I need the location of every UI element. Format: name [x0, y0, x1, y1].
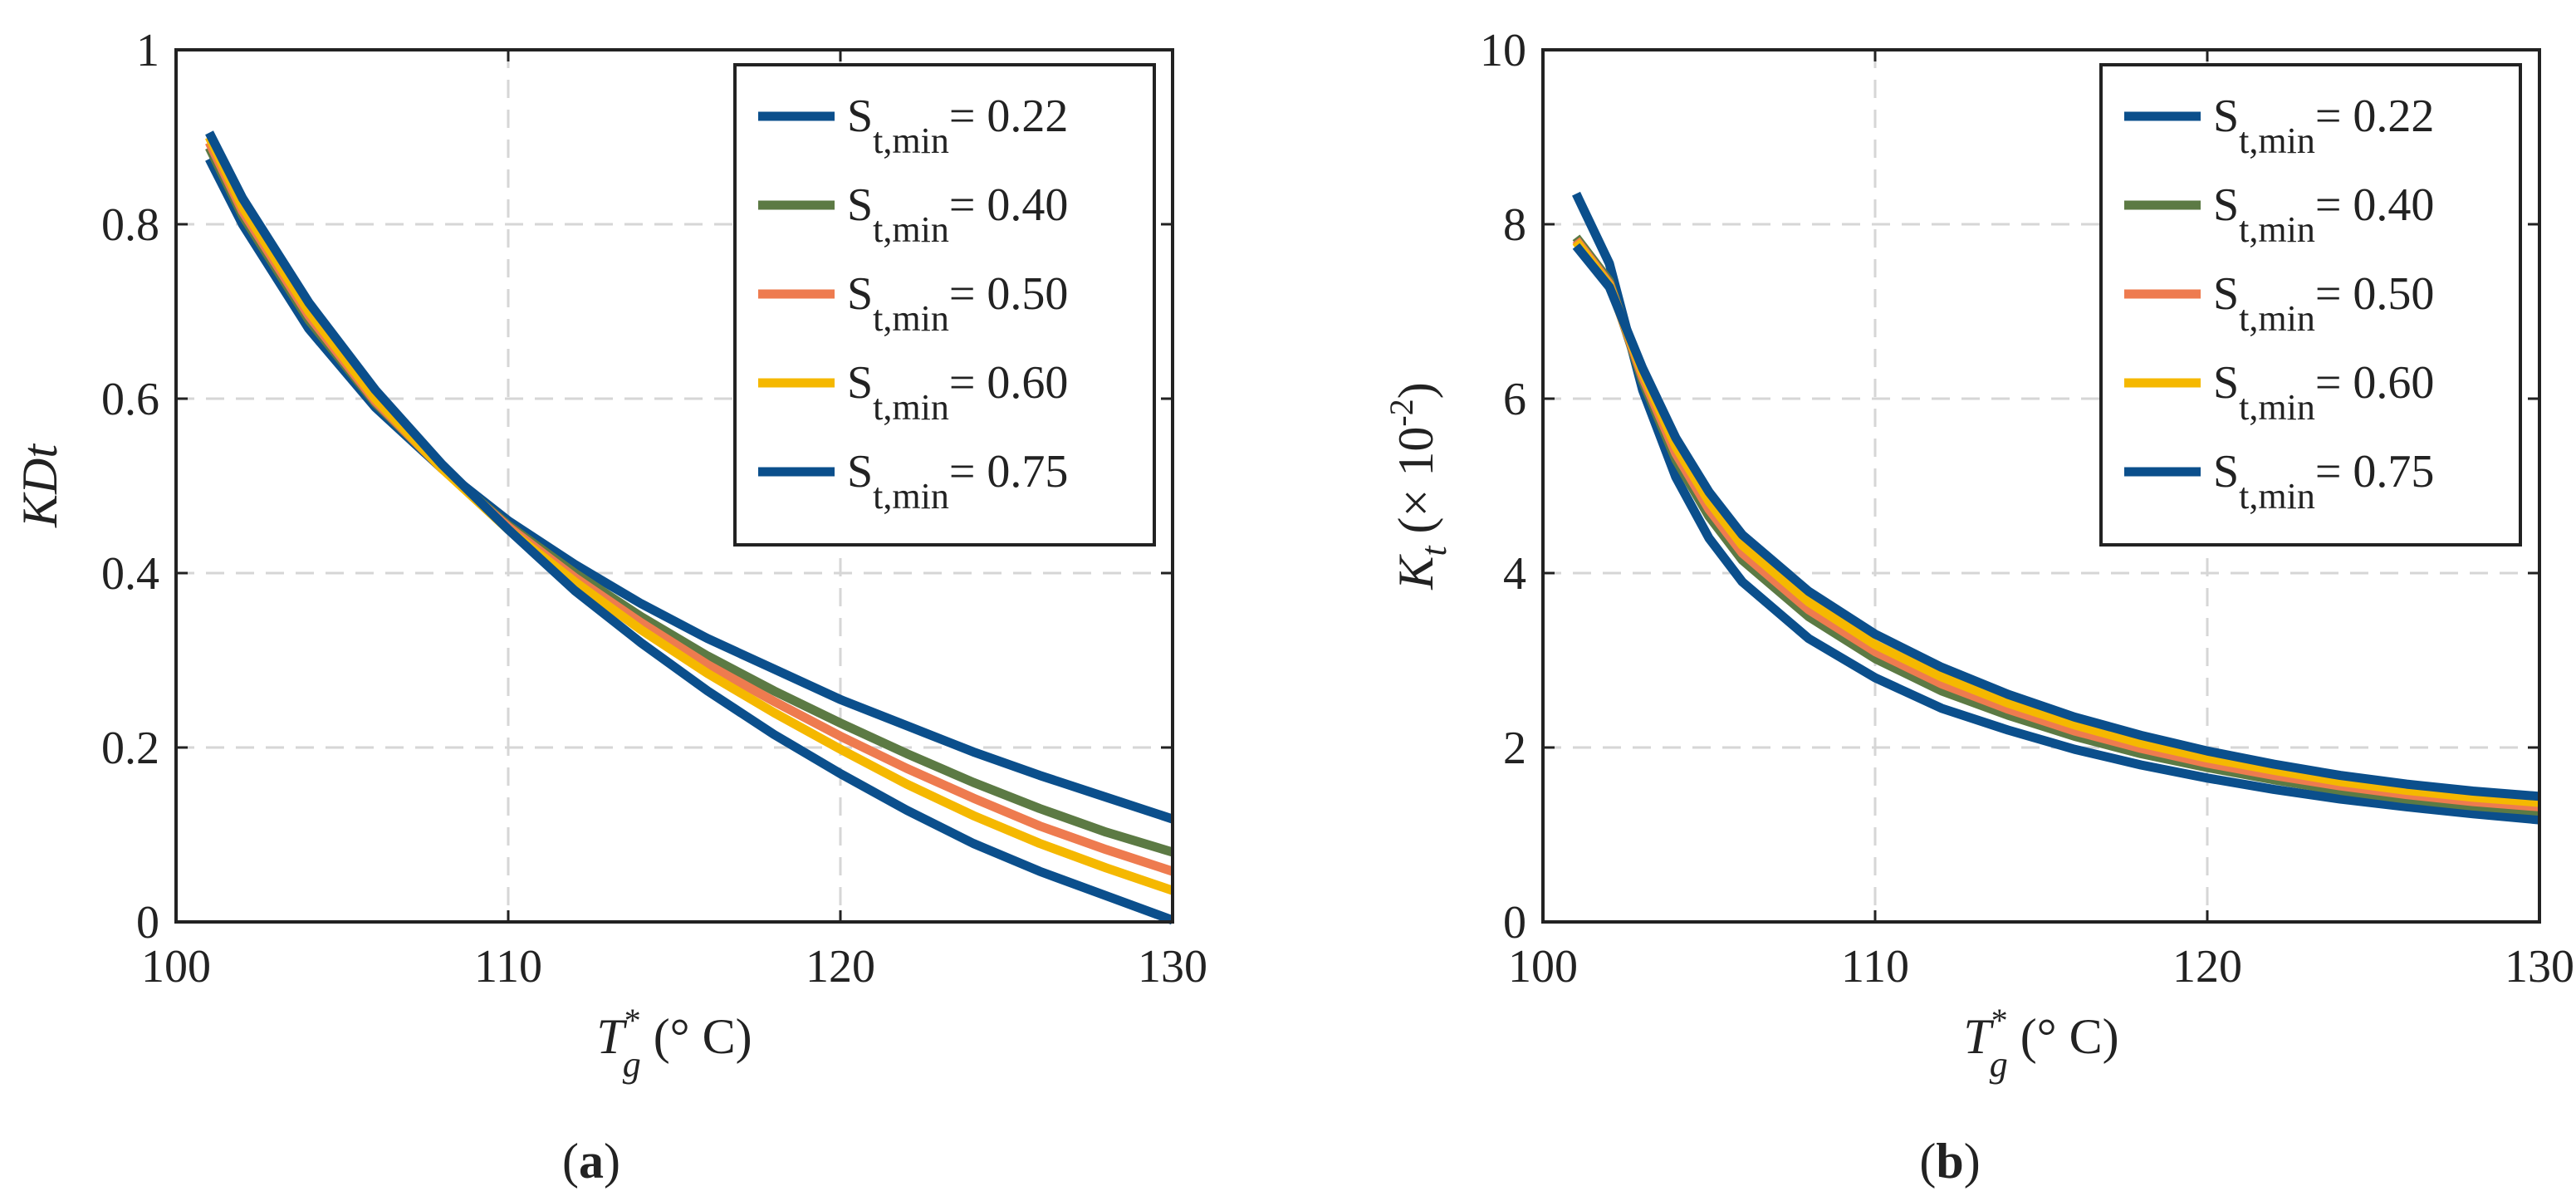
- y-tick-label: 8: [1503, 199, 1526, 251]
- x-tick-label: 100: [141, 941, 211, 993]
- legend-entry-label: St,min= 0.40: [2213, 179, 2434, 250]
- panel-b-legend: St,min= 0.22 St,min= 0.40 St,min= 0.50 St,m…: [2099, 63, 2522, 547]
- panel-b-axes-box: [1541, 48, 2541, 924]
- legend-entry-label: St,min= 0.40: [847, 179, 1068, 250]
- x-tick-label: 110: [1841, 941, 1909, 993]
- legend-entry-label: St,min= 0.22: [847, 91, 1068, 161]
- panel-a-ticks: [174, 48, 1174, 924]
- legend-entry-label: St,min= 0.22: [2213, 91, 2434, 161]
- panel-b-y-tick-labels: 0 2 4 6 8 10: [1480, 25, 1526, 948]
- panel-b-legend-box: [2099, 63, 2522, 547]
- x-tick-label: 110: [474, 941, 542, 993]
- series-line-5: [205, 130, 1174, 925]
- legend-entry-label: St,min= 0.50: [847, 268, 1068, 339]
- y-tick-label: 0.2: [101, 723, 159, 774]
- y-tick-label: 4: [1503, 548, 1526, 600]
- panel-a-series: [205, 130, 1174, 925]
- legend-entry-label: St,min= 0.50: [2213, 268, 2434, 339]
- y-tick-label: 0.6: [101, 374, 159, 425]
- x-tick-label: 130: [2505, 941, 2574, 993]
- panel-b-label: (b): [1919, 1134, 1980, 1189]
- panel-a-x-axis-label: T* g (° C): [596, 1002, 752, 1085]
- y-tick-label: 10: [1480, 25, 1526, 76]
- panel-b: 100 110 120 130 0 2 4 6 8 10 Kt (× 10-2) T* g (° …: [1383, 25, 2574, 1189]
- y-tick-label: 6: [1503, 374, 1526, 425]
- series-line-5: [1572, 243, 2540, 801]
- panel-a-y-axis-label: KDt: [12, 444, 67, 528]
- panel-b-x-tick-labels: 100 110 120 130: [1508, 941, 2574, 993]
- panel-b-y-axis-label: Kt (× 10-2): [1383, 382, 1454, 590]
- panel-a-legend-box: [733, 63, 1156, 547]
- panel-a-axes-box: [174, 48, 1174, 924]
- panel-a-legend: St,min= 0.22 St,min= 0.40 St,min= 0.50 St,m…: [733, 63, 1156, 547]
- legend-entry-label: St,min= 0.60: [2213, 357, 2434, 428]
- x-tick-label: 120: [806, 941, 875, 993]
- x-tick-label: 130: [1138, 941, 1207, 993]
- y-tick-label: 0.4: [101, 548, 159, 600]
- y-tick-label: 2: [1503, 723, 1526, 774]
- panel-a-label: (a): [562, 1134, 620, 1189]
- panel-a-y-tick-labels: 0 0.2 0.4 0.6 0.8 1: [101, 25, 159, 948]
- legend-entry-label: St,min= 0.75: [2213, 446, 2434, 517]
- y-tick-label: 0: [136, 897, 159, 948]
- panel-b-ticks: [1541, 48, 2541, 924]
- panel-a-x-tick-labels: 100 110 120 130: [141, 941, 1207, 993]
- series-line-1: [1572, 191, 2540, 825]
- series-line-4: [205, 135, 1174, 895]
- legend-entry-label: St,min= 0.60: [847, 357, 1068, 428]
- panel-b-series: [1572, 191, 2540, 825]
- y-tick-label: 0: [1503, 897, 1526, 948]
- y-tick-label: 1: [136, 25, 159, 76]
- panel-b-x-axis-label: T* g (° C): [1963, 1002, 2118, 1085]
- x-tick-label: 100: [1508, 941, 1578, 993]
- y-tick-label: 0.8: [101, 199, 159, 251]
- panel-a: 100 110 120 130 0 0.2 0.4 0.6 0.8 1 KDt T* g (° C…: [12, 25, 1207, 1189]
- x-tick-label: 120: [2172, 941, 2242, 993]
- legend-entry-label: St,min= 0.75: [847, 446, 1068, 517]
